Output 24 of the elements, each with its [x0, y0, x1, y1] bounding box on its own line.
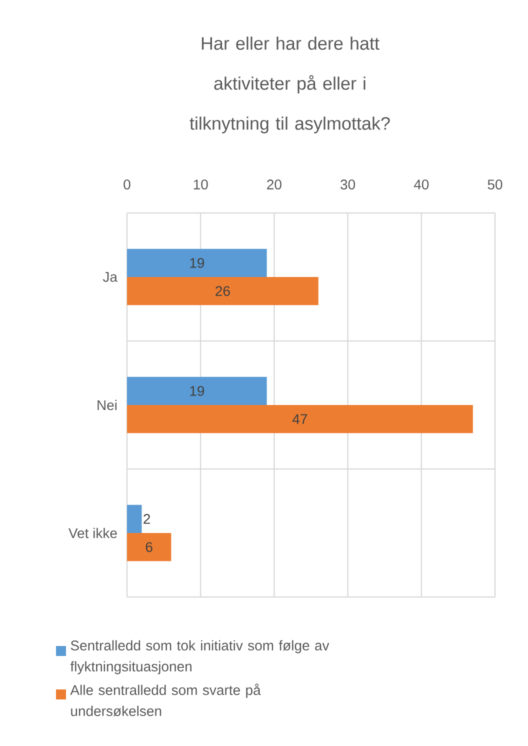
x-tick-label: 10 — [194, 180, 208, 190]
data-label: 6 — [146, 542, 152, 552]
x-tick-label: 50 — [488, 180, 502, 190]
x-tick-label: 20 — [267, 180, 282, 190]
x-tick-label: 0 — [124, 180, 130, 190]
data-label: 19 — [190, 258, 204, 268]
legend-label: Alle sentralledd som svarte på undersøkelsen — [70, 684, 261, 716]
x-tick-label: 40 — [414, 180, 429, 190]
data-label: 47 — [292, 414, 308, 424]
y-tick-label: Nei — [98, 400, 117, 410]
y-tick-label: Ja — [102, 272, 118, 282]
y-tick-label: Vet ikke — [68, 528, 117, 538]
x-tick-label: 30 — [340, 180, 356, 190]
bar — [127, 404, 473, 434]
bar — [127, 376, 267, 405]
bar — [127, 532, 172, 562]
bar — [127, 248, 267, 277]
bar — [127, 277, 318, 306]
chart-title: Har eller har dere hatt aktiviteter på eller i tilknytning til asylmottak? — [190, 36, 390, 134]
data-label: 26 — [216, 286, 230, 296]
bar — [127, 504, 142, 533]
data-label: 2 — [144, 514, 150, 524]
data-label: 19 — [190, 386, 204, 396]
legend-label: Sentralledd som tok initiativ som følge av flyktningsituasjonen — [70, 640, 330, 674]
